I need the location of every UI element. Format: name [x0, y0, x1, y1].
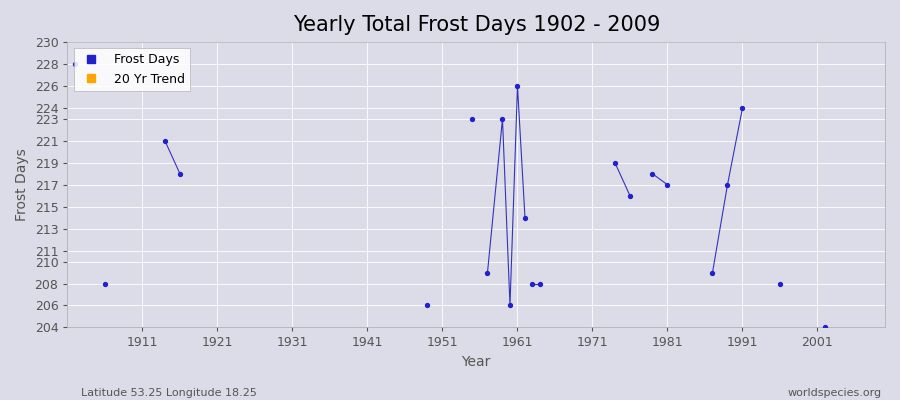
Point	[503, 302, 517, 309]
Point	[608, 160, 622, 166]
X-axis label: Year: Year	[462, 355, 490, 369]
Point	[481, 269, 495, 276]
Point	[623, 192, 637, 199]
Text: Latitude 53.25 Longitude 18.25: Latitude 53.25 Longitude 18.25	[81, 388, 256, 398]
Point	[661, 182, 675, 188]
Point	[645, 170, 660, 177]
Point	[533, 280, 547, 287]
Point	[518, 214, 532, 221]
Point	[510, 83, 525, 89]
Point	[173, 170, 187, 177]
Point	[720, 182, 734, 188]
Title: Yearly Total Frost Days 1902 - 2009: Yearly Total Frost Days 1902 - 2009	[292, 15, 660, 35]
Point	[526, 280, 540, 287]
Point	[773, 280, 788, 287]
Point	[158, 138, 172, 144]
Point	[495, 116, 509, 122]
Text: worldspecies.org: worldspecies.org	[788, 388, 882, 398]
Point	[735, 105, 750, 111]
Point	[465, 116, 480, 122]
Point	[68, 61, 82, 67]
Point	[98, 280, 112, 287]
Y-axis label: Frost Days: Frost Days	[15, 148, 29, 221]
Legend: Frost Days, 20 Yr Trend: Frost Days, 20 Yr Trend	[74, 48, 190, 91]
Point	[706, 269, 720, 276]
Point	[818, 324, 832, 331]
Point	[420, 302, 435, 309]
